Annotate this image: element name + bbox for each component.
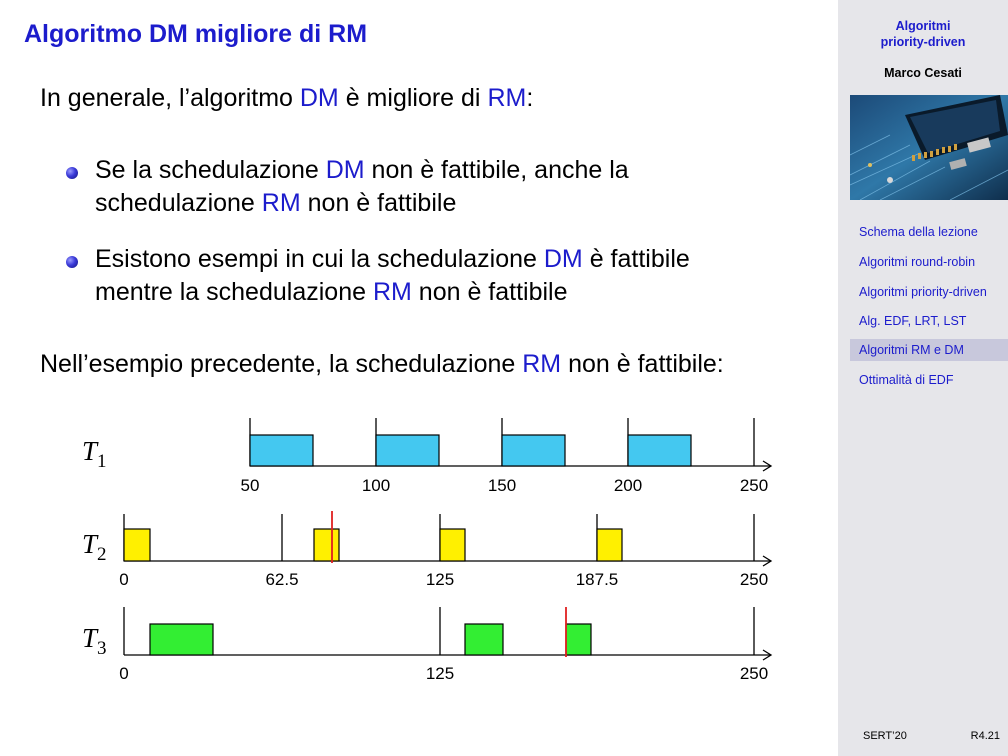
- footer-slide-number: R4.21: [970, 730, 1000, 742]
- nav-label: Algoritmi priority-driven: [859, 285, 987, 299]
- intro-dm: DM: [299, 84, 339, 112]
- example-rm: RM: [522, 350, 562, 378]
- t2-tick: 187.5: [576, 570, 619, 589]
- sidebar-title-line1: Algoritmi: [895, 19, 951, 33]
- sidebar-title-line2: priority-driven: [880, 35, 966, 49]
- t1-job: [501, 434, 566, 467]
- t1-job: [375, 434, 440, 467]
- t2-tick: 250: [740, 570, 768, 589]
- b1-dm: DM: [325, 156, 365, 184]
- sidebar-title[interactable]: Algoritmi priority-driven: [838, 18, 1008, 50]
- intro-colon: :: [526, 84, 534, 112]
- t1-tick: 50: [241, 476, 260, 495]
- bullet-icon: [66, 256, 78, 268]
- t1-tick: 100: [362, 476, 390, 495]
- nav-item-priority-driven[interactable]: Algoritmi priority-driven: [850, 281, 1008, 303]
- bullet-icon: [66, 167, 78, 179]
- t2-job: [313, 528, 340, 562]
- sidebar-author: Marco Cesati: [884, 66, 962, 80]
- bullet-2: Esistono esempi in cui la schedulazione …: [95, 243, 690, 309]
- nav-label: Schema della lezione: [859, 225, 978, 239]
- nav-label: Ottimalità di EDF: [859, 373, 954, 387]
- nav-label: Algoritmi round-robin: [859, 255, 976, 269]
- t2-job: [439, 528, 466, 562]
- t1-job: [249, 434, 314, 467]
- example-text: Nell’esempio precedente, la schedulazion…: [40, 350, 523, 378]
- t2-job: [123, 528, 151, 562]
- t3-axis-arrow: [762, 649, 773, 661]
- t1-axis-arrow: [762, 460, 773, 472]
- t2-axis-arrow: [762, 555, 773, 567]
- t1-job: [627, 434, 692, 467]
- b1-rm: RM: [261, 189, 301, 217]
- row-t1: T1 50 100 150 200 250: [82, 418, 773, 495]
- example-text2: non è fattibile:: [561, 350, 724, 378]
- t1-tick: 200: [614, 476, 642, 495]
- nav-item-schema[interactable]: Schema della lezione: [850, 221, 1008, 243]
- b1-text: Se la schedulazione: [95, 156, 326, 184]
- slide: Algoritmo DM migliore di RM In generale,…: [24, 20, 773, 683]
- t1-tick: 150: [488, 476, 516, 495]
- b1-text4: non è fattibile: [300, 189, 457, 217]
- t3-tick: 0: [119, 664, 128, 683]
- t2-tick: 0: [119, 570, 128, 589]
- row-t3: T3 0 125 250: [82, 607, 773, 683]
- nav-item-edf-lrt-lst[interactable]: Alg. EDF, LRT, LST: [850, 310, 1008, 332]
- nav-item-round-robin[interactable]: Algoritmi round-robin: [850, 251, 1008, 273]
- schedule-diagram: T1 50 100 150 200 250 T2: [82, 418, 773, 683]
- b1-text3: schedulazione: [95, 189, 262, 217]
- t3-label: T3: [82, 623, 107, 659]
- b2-rm: RM: [372, 278, 412, 306]
- t3-tick: 250: [740, 664, 768, 683]
- t3-job: [565, 623, 592, 656]
- circuit-board-image: [850, 95, 1008, 200]
- bullet-1: Se la schedulazione DM non è fattibile, …: [95, 154, 629, 220]
- b2-text4: non è fattibile: [411, 278, 568, 306]
- b1-text2: non è fattibile, anche la: [364, 156, 629, 184]
- t2-tick: 125: [426, 570, 454, 589]
- example-line: Nell’esempio precedente, la schedulazion…: [40, 350, 724, 379]
- nav-item-rm-dm[interactable]: Algoritmi RM e DM: [850, 339, 1008, 361]
- sidebar: Algoritmi priority-driven Marco Cesati: [838, 0, 1008, 756]
- slide-title: Algoritmo DM migliore di RM: [24, 20, 368, 48]
- row-t2: T2 0 62.5 125 187.5 250: [82, 511, 773, 589]
- t1-label: T1: [82, 436, 107, 472]
- t2-job: [596, 528, 623, 562]
- t3-job: [149, 623, 214, 656]
- b2-dm: DM: [543, 245, 583, 273]
- t2-tick: 62.5: [265, 570, 298, 589]
- nav-item-edf-optimality[interactable]: Ottimalità di EDF: [850, 369, 1008, 391]
- intro-text-mid: è migliore di: [338, 84, 488, 112]
- t3-tick: 125: [426, 664, 454, 683]
- intro-line: In generale, l’algoritmo DM è migliore d…: [40, 84, 533, 113]
- nav-label: Alg. EDF, LRT, LST: [859, 314, 967, 328]
- nav-label: Algoritmi RM e DM: [859, 343, 964, 357]
- b2-text: Esistono esempi in cui la schedulazione: [95, 245, 544, 273]
- t2-label: T2: [82, 529, 107, 565]
- b2-text2: è fattibile: [582, 245, 690, 273]
- intro-text: In generale, l’algoritmo: [40, 84, 300, 112]
- b2-text3: mentre la schedulazione: [95, 278, 373, 306]
- t1-tick: 250: [740, 476, 768, 495]
- footer-course: SERT’20: [863, 730, 907, 742]
- intro-rm: RM: [487, 84, 527, 112]
- t3-job: [464, 623, 504, 656]
